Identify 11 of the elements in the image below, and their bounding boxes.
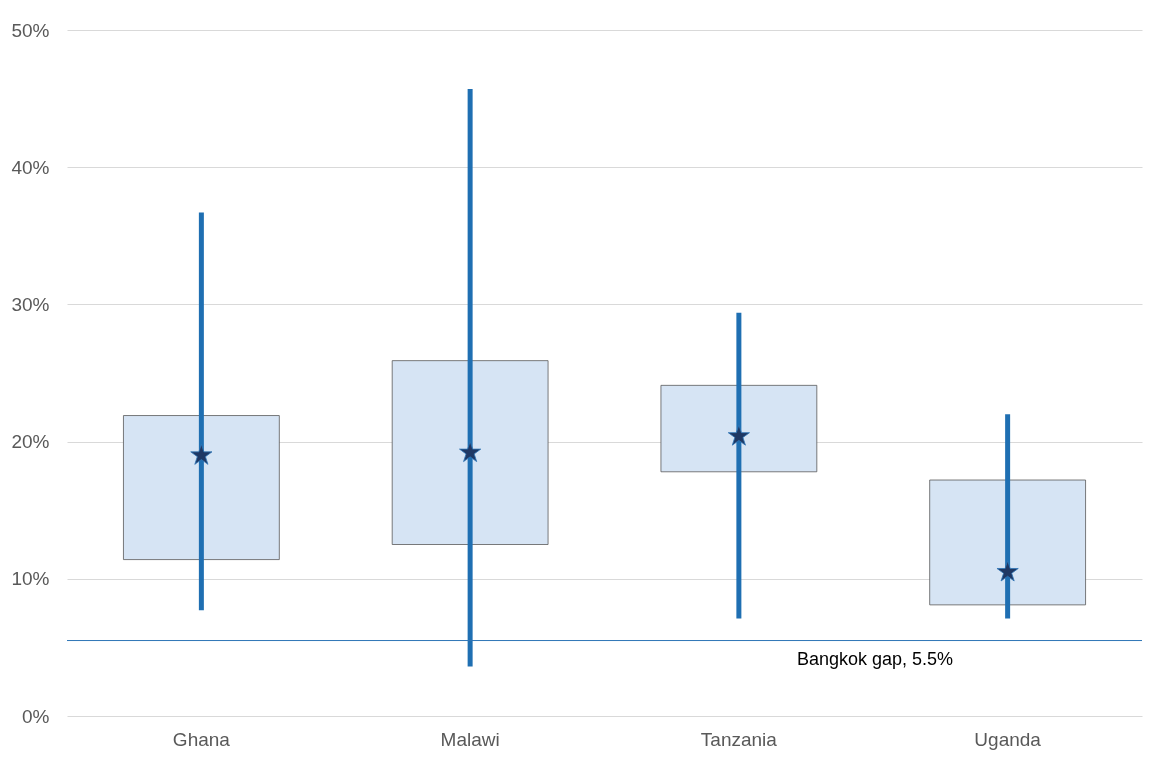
x-tick-label: Ghana: [172, 728, 231, 750]
x-tick-label: Malawi: [440, 728, 500, 750]
y-tick-label: 40%: [11, 156, 50, 178]
x-tick-label: Uganda: [974, 728, 1042, 750]
y-tick-label: 20%: [11, 431, 50, 453]
y-tick-label: 30%: [11, 293, 50, 315]
y-tick-label: 0%: [22, 705, 50, 727]
x-tick-label: Tanzania: [700, 728, 778, 750]
y-tick-label: 50%: [11, 19, 50, 41]
y-tick-label: 10%: [11, 568, 50, 590]
ref-line-label: Bangkok gap, 5.5%: [797, 648, 954, 669]
